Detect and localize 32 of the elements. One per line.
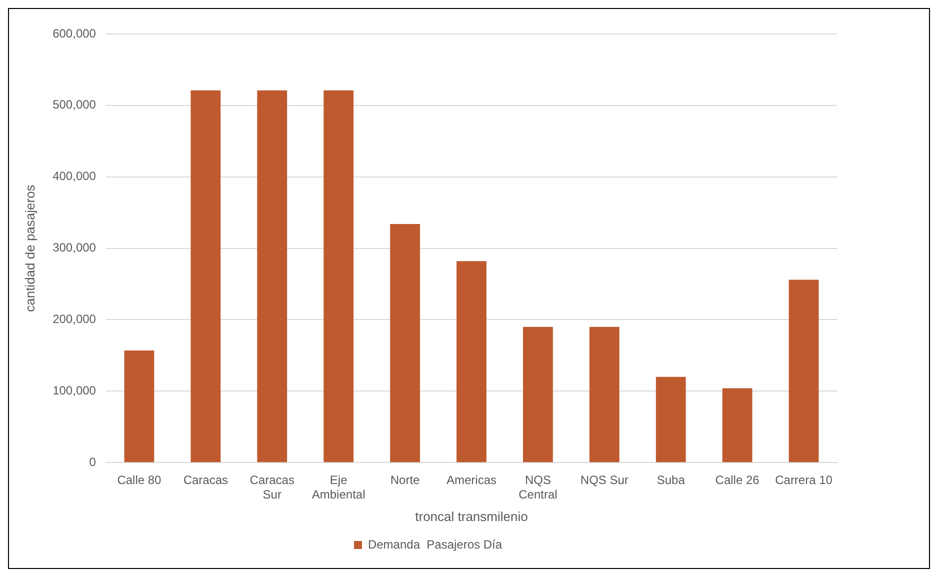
bar xyxy=(456,261,486,462)
x-tick-label: Caracas Sur xyxy=(250,473,294,502)
bar xyxy=(257,90,288,462)
y-tick-label: 200,000 xyxy=(52,312,96,326)
bar xyxy=(589,326,620,462)
bar xyxy=(124,350,154,462)
x-tick-label: NQS Central xyxy=(518,473,558,502)
bar xyxy=(722,388,752,462)
bar xyxy=(788,280,819,462)
y-tick-label: 100,000 xyxy=(52,383,96,398)
x-tick-label: Eje Ambiental xyxy=(312,473,366,502)
x-tick-label: Calle 80 xyxy=(117,473,162,488)
x-tick-label: Caracas xyxy=(183,473,228,488)
legend-label: Demanda Pasajeros Día xyxy=(368,537,502,552)
y-axis-title: cantidad de pasajeros xyxy=(22,184,38,312)
bar xyxy=(522,326,553,462)
bar xyxy=(324,90,354,462)
y-tick-label: 400,000 xyxy=(52,169,96,184)
x-tick-label: Calle 26 xyxy=(715,473,760,488)
bar xyxy=(390,224,420,462)
y-tick-label: 300,000 xyxy=(52,240,96,255)
x-tick-label: Carrera 10 xyxy=(775,473,833,488)
bar xyxy=(656,376,686,462)
x-tick-label: Norte xyxy=(390,473,420,488)
x-tick-label: NQS Sur xyxy=(580,473,628,488)
x-tick-label: Suba xyxy=(656,473,686,488)
x-axis-title: troncal transmilenio xyxy=(415,508,528,524)
y-tick-label: 500,000 xyxy=(52,98,96,112)
y-tick-label: 600,000 xyxy=(52,26,96,40)
bar xyxy=(190,90,221,462)
y-tick-label: 0 xyxy=(89,454,96,469)
x-tick-label: Americas xyxy=(446,473,496,488)
